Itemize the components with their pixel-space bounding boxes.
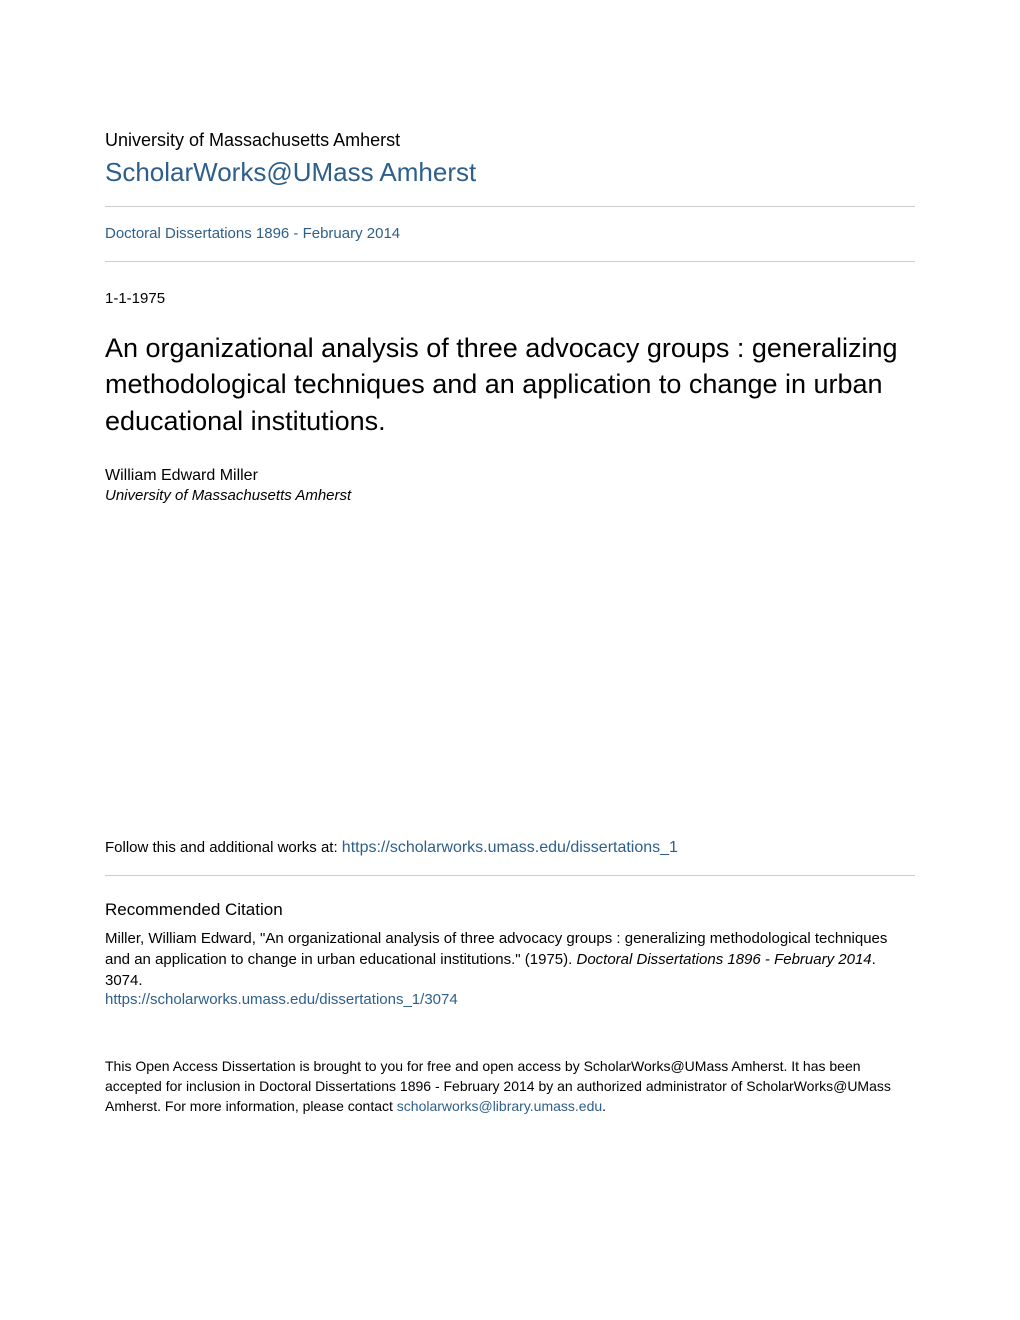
citation-heading: Recommended Citation — [105, 900, 915, 920]
title-section: An organizational analysis of three advo… — [105, 330, 915, 439]
date-section: 1-1-1975 — [105, 290, 915, 308]
author-name: William Edward Miller — [105, 467, 915, 485]
citation-section: Recommended Citation Miller, William Edw… — [105, 900, 915, 1009]
citation-url-link[interactable]: https://scholarworks.umass.edu/dissertat… — [105, 991, 458, 1008]
follow-section: Follow this and additional works at: htt… — [105, 839, 915, 876]
follow-prefix: Follow this and additional works at: — [105, 839, 342, 856]
footer-section: This Open Access Dissertation is brought… — [105, 1057, 915, 1116]
collection-section: Doctoral Dissertations 1896 - February 2… — [105, 207, 915, 262]
header-section: University of Massachusetts Amherst Scho… — [105, 130, 915, 207]
citation-body: Miller, William Edward, "An organization… — [105, 928, 915, 991]
repository-link[interactable]: ScholarWorks@UMass Amherst — [105, 157, 476, 187]
collection-link[interactable]: Doctoral Dissertations 1896 - February 2… — [105, 225, 400, 242]
university-name: University of Massachusetts Amherst — [105, 130, 915, 151]
author-affiliation: University of Massachusetts Amherst — [105, 487, 915, 504]
follow-link[interactable]: https://scholarworks.umass.edu/dissertat… — [342, 839, 678, 856]
footer-text-2: . — [602, 1098, 606, 1114]
document-title: An organizational analysis of three advo… — [105, 330, 915, 439]
citation-series-title: Doctoral Dissertations 1896 - February 2… — [576, 951, 871, 968]
footer-email-link[interactable]: scholarworks@library.umass.edu — [397, 1098, 602, 1114]
publication-date: 1-1-1975 — [105, 290, 165, 307]
author-section: William Edward Miller University of Mass… — [105, 467, 915, 504]
